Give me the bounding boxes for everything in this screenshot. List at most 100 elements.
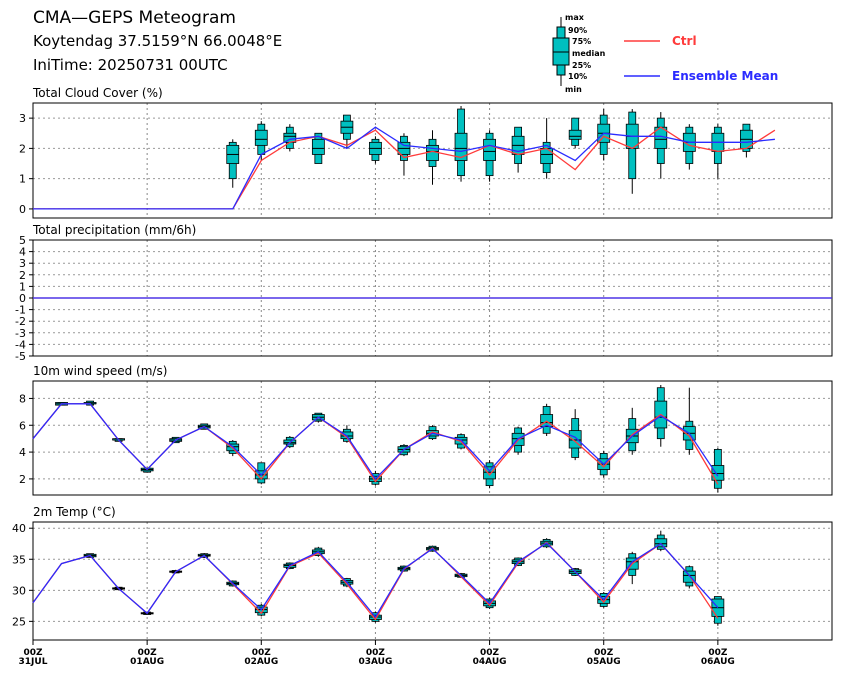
x-tick-label: 00Z 02AUG (244, 648, 278, 667)
box-inner-range (540, 147, 554, 164)
box-inner-range (483, 466, 496, 480)
box-plot (682, 565, 696, 589)
box-plot (597, 109, 611, 161)
y-tick-label: -1 (15, 304, 26, 317)
y-tick-label: 6 (19, 419, 26, 432)
legend-key-p75: 75% (572, 37, 591, 46)
y-tick-label: -5 (15, 350, 26, 363)
legend-key-p90: 90% (568, 26, 587, 35)
box-plot (682, 387, 696, 455)
x-tick-label-line: 00Z (366, 648, 386, 658)
x-tick-label-line: 00Z (480, 648, 500, 658)
y-tick-label: 30 (12, 584, 26, 597)
y-tick-label: 2 (19, 473, 26, 486)
box-plot (568, 117, 582, 149)
box-plot (625, 109, 639, 194)
y-tick-label: -3 (15, 327, 26, 340)
panel-title: Total precipitation (mm/6h) (32, 223, 196, 237)
legend-ctrl-label: Ctrl (672, 34, 697, 48)
box-plot (340, 114, 354, 149)
box-plot (311, 132, 325, 164)
box-plot (654, 530, 668, 552)
box-plot (426, 130, 439, 185)
y-tick-label: 3 (19, 257, 26, 270)
legend-key-p25: 25% (572, 61, 591, 70)
legend: max 90% 75% median 25% 10% min Ctrl Ense… (552, 13, 778, 94)
y-tick-label: 2 (19, 269, 26, 282)
legend-mean-label: Ensemble Mean (672, 69, 778, 83)
legend-key-min: min (565, 85, 582, 94)
box-inner-range (654, 538, 668, 548)
mean-line (33, 126, 775, 210)
box-inner-range (483, 138, 496, 161)
x-tick-label-line: 05AUG (587, 657, 621, 667)
panel-1: 0 1 2 3 Total Cloud Cover (%) (19, 86, 833, 219)
box-plot (397, 133, 411, 176)
legend-key-median: median (572, 49, 606, 58)
y-tick-label: 8 (19, 392, 26, 405)
x-tick-label-line: 00Z (594, 648, 614, 658)
x-tick-label-line: 00Z (708, 648, 728, 658)
mean-line (32, 542, 719, 619)
panel-3: 2 4 6 8 10m wind speed (m/s) (19, 364, 833, 496)
y-tick-label: 40 (12, 522, 26, 535)
page-title: CMA—GEPS Meteogram (33, 8, 236, 28)
y-tick-label: 25 (12, 615, 26, 628)
panel-frame (32, 521, 833, 641)
x-tick-label-line: 00Z (23, 648, 43, 658)
x-tick-label-line: 04AUG (473, 657, 507, 667)
y-tick-label: -2 (15, 315, 26, 328)
panel-frame (32, 102, 833, 219)
legend-key-p10: 10% (568, 72, 587, 81)
box-plot (254, 121, 268, 161)
y-tick-label: 5 (19, 234, 26, 247)
box-inner-range (311, 138, 325, 155)
x-tick-label-line: 00Z (138, 648, 158, 658)
box-plot (454, 106, 468, 182)
y-tick-label: 0 (19, 203, 26, 216)
location-label: Koytendag 37.5159°N 66.0048°E (33, 32, 283, 50)
y-tick-label: 4 (19, 446, 26, 459)
box-plot (654, 112, 668, 179)
y-tick-label: 4 (19, 246, 26, 259)
legend-key-max: max (565, 13, 585, 22)
x-tick-label: 00Z 06AUG (701, 648, 735, 667)
y-tick-label: 2 (19, 142, 26, 155)
x-tick-label-line: 02AUG (244, 657, 278, 667)
x-tick-label: 00Z 04AUG (473, 648, 507, 667)
y-tick-label: -4 (15, 338, 26, 351)
x-tick-label: 00Z 05AUG (587, 648, 621, 667)
y-tick-label: 1 (19, 280, 26, 293)
x-tick-label-line: 00Z (252, 648, 272, 658)
box-plot (739, 123, 753, 158)
mean-line (32, 403, 719, 480)
x-tick-label: 00Z 31JUL (19, 648, 48, 667)
x-tick-label-line: 06AUG (701, 657, 735, 667)
panel-title: 10m wind speed (m/s) (33, 364, 167, 378)
x-tick-label: 00Z 03AUG (358, 648, 392, 667)
y-tick-label: 3 (19, 112, 26, 125)
init-time-label: IniTime: 20250731 00UTC (33, 56, 228, 74)
box-plot (540, 403, 554, 436)
box-inner-range (682, 570, 696, 583)
box-inner-range (568, 129, 582, 140)
box-inner-range (254, 129, 268, 146)
y-tick-label: 0 (19, 292, 26, 305)
x-tick-label-line: 03AUG (358, 657, 392, 667)
panel-4: 25 30 35 40 2m Temp (°C) (12, 505, 833, 641)
box-inner-range (454, 132, 468, 161)
box-plot (226, 139, 240, 188)
y-tick-label: 35 (12, 553, 26, 566)
x-tick-label-line: 31JUL (19, 657, 48, 667)
x-tick-label-line: 01AUG (130, 657, 164, 667)
box-plot (369, 136, 382, 164)
panel-title: Total Cloud Cover (%) (32, 86, 163, 100)
panel-title: 2m Temp (°C) (33, 505, 116, 519)
box-plot (711, 448, 725, 493)
box-plot (511, 126, 525, 173)
y-tick-label: 1 (19, 173, 26, 186)
box-plot (283, 124, 297, 152)
x-tick-label: 00Z 01AUG (130, 648, 164, 667)
